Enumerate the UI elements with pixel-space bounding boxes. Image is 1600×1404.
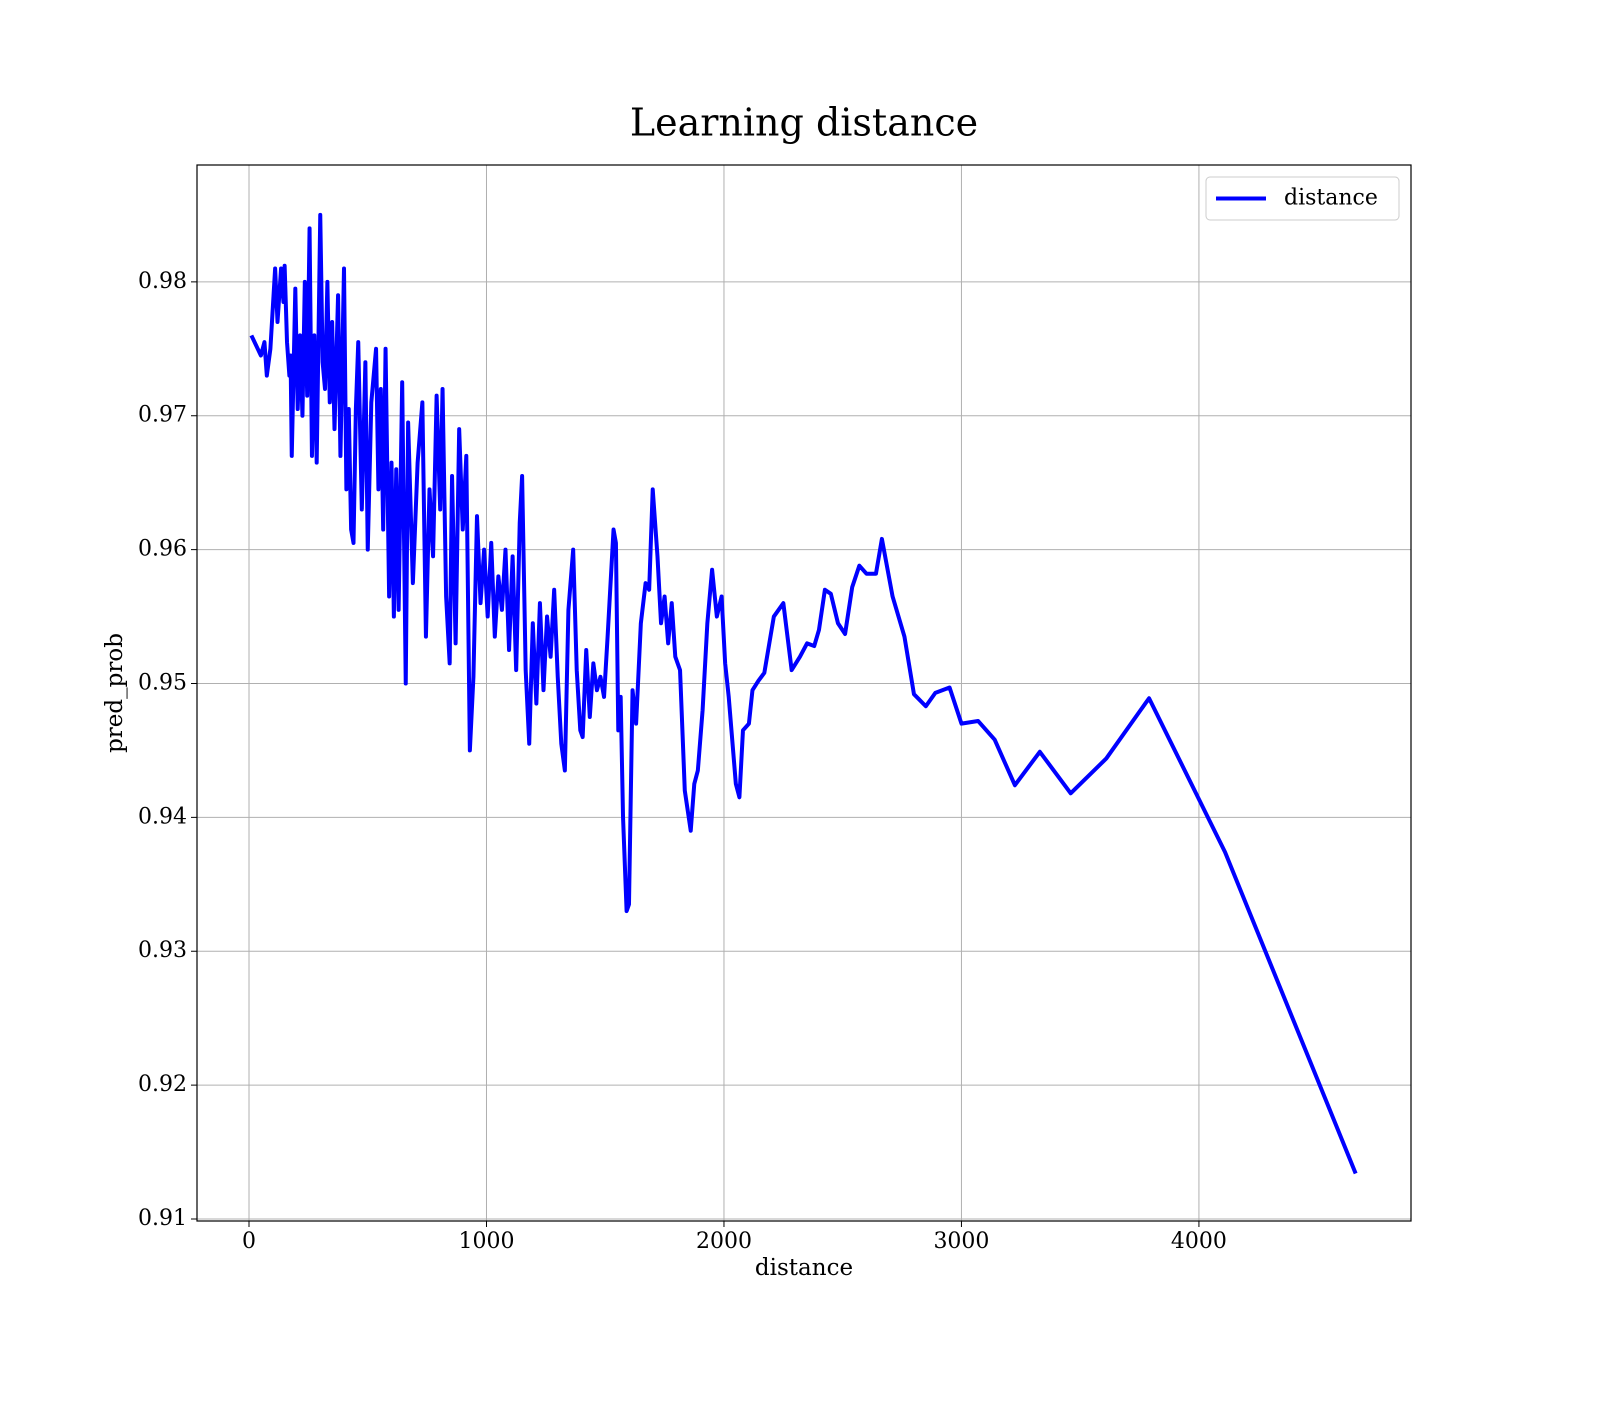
legend-label: distance bbox=[1284, 186, 1378, 211]
y-tick-label: 0.92 bbox=[138, 1072, 187, 1097]
legend-box bbox=[1205, 176, 1400, 221]
x-tick-label: 2000 bbox=[696, 1229, 752, 1254]
y-tick-label: 0.97 bbox=[138, 403, 187, 428]
x-tick-label: 0 bbox=[242, 1229, 256, 1254]
x-tick-label: 1000 bbox=[458, 1229, 514, 1254]
y-tick-label: 0.96 bbox=[138, 537, 187, 562]
chart-title: Learning distance bbox=[630, 101, 978, 145]
y-tick-label: 0.95 bbox=[138, 670, 187, 695]
y-tick-label: 0.93 bbox=[138, 938, 187, 963]
y-tick-label: 0.98 bbox=[138, 269, 187, 294]
y-tick-label: 0.91 bbox=[138, 1206, 187, 1231]
x-axis-label: distance bbox=[755, 1255, 853, 1281]
x-tick-label: 3000 bbox=[933, 1229, 989, 1254]
y-tick-label: 0.94 bbox=[138, 804, 187, 829]
y-axis-label: pred_prob bbox=[102, 633, 128, 753]
line bbox=[249, 212, 1358, 1175]
axes-frame bbox=[196, 164, 1412, 1222]
x-tick-label: 4000 bbox=[1171, 1229, 1227, 1254]
